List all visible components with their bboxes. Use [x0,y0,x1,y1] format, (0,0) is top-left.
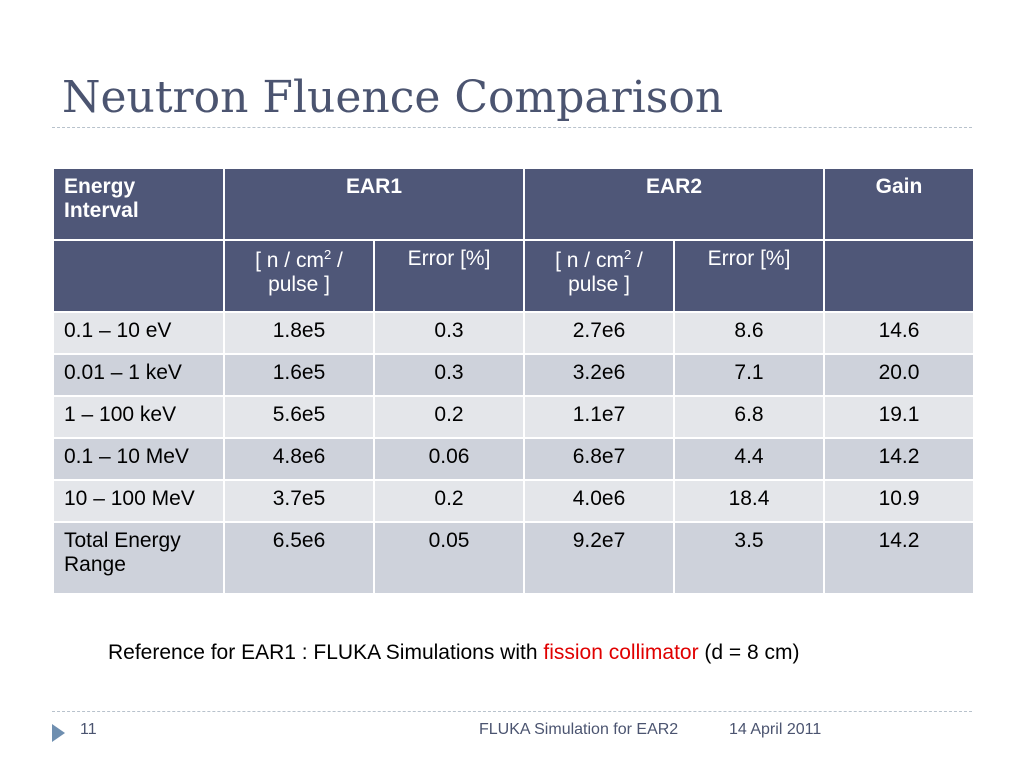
cell-gain: 19.1 [823,395,975,439]
table-subheader-row: [ n / cm2 / pulse ] Error [%] [ n / cm2 … [52,239,975,313]
table-row: 1 – 100 keV 5.6e5 0.2 1.1e7 6.8 19.1 [52,395,975,439]
cell-ear2-error: 7.1 [673,353,825,397]
header-energy-interval: Energy Interval [52,167,225,241]
cell-ear1-error: 0.06 [373,437,525,481]
play-arrow-icon [52,724,65,742]
header-ear2: EAR2 [523,167,825,241]
cell-ear2: 3.2e6 [523,353,675,397]
reference-suffix: (d = 8 cm) [698,641,800,664]
table-row: 0.1 – 10 eV 1.8e5 0.3 2.7e6 8.6 14.6 [52,311,975,355]
cell-ear2: 1.1e7 [523,395,675,439]
footer-divider [52,711,972,712]
reference-note: Reference for EAR1 : FLUKA Simulations w… [108,641,800,665]
cell-ear2: 6.8e7 [523,437,675,481]
cell-interval: 1 – 100 keV [52,395,225,439]
subheader-ear2-error: Error [%] [673,239,825,313]
cell-ear1-error: 0.3 [373,311,525,355]
cell-interval: 0.1 – 10 MeV [52,437,225,481]
subheader-ear1-fluence: [ n / cm2 / pulse ] [223,239,375,313]
cell-gain: 10.9 [823,479,975,523]
cell-ear2-error: 6.8 [673,395,825,439]
cell-interval: 0.1 – 10 eV [52,311,225,355]
cell-interval: Total Energy Range [52,521,225,595]
cell-ear2: 4.0e6 [523,479,675,523]
cell-ear1-error: 0.2 [373,395,525,439]
cell-gain: 14.2 [823,437,975,481]
cell-ear1: 1.8e5 [223,311,375,355]
header-ear1: EAR1 [223,167,525,241]
cell-interval: 10 – 100 MeV [52,479,225,523]
table-row: 10 – 100 MeV 3.7e5 0.2 4.0e6 18.4 10.9 [52,479,975,523]
cell-gain: 14.2 [823,521,975,595]
cell-ear2-error: 18.4 [673,479,825,523]
cell-gain: 20.0 [823,353,975,397]
reference-highlight: fission collimator [543,641,699,664]
cell-ear2-error: 3.5 [673,521,825,595]
cell-ear1-error: 0.05 [373,521,525,595]
cell-ear1: 4.8e6 [223,437,375,481]
cell-ear1-error: 0.2 [373,479,525,523]
cell-ear1: 5.6e5 [223,395,375,439]
fluence-table: Energy Interval EAR1 EAR2 Gain [ n / cm2… [52,167,975,595]
cell-ear1: 6.5e6 [223,521,375,595]
cell-ear2: 9.2e7 [523,521,675,595]
subheader-empty [823,239,975,313]
footer-date: 14 April 2011 [729,721,822,738]
table-row: Total Energy Range 6.5e6 0.05 9.2e7 3.5 … [52,521,975,595]
title-divider [52,127,972,128]
table-header-row: Energy Interval EAR1 EAR2 Gain [52,167,975,241]
cell-interval: 0.01 – 1 keV [52,353,225,397]
page-number: 11 [80,721,97,738]
table-row: 0.01 – 1 keV 1.6e5 0.3 3.2e6 7.1 20.0 [52,353,975,397]
cell-ear1-error: 0.3 [373,353,525,397]
cell-ear1: 1.6e5 [223,353,375,397]
header-gain: Gain [823,167,975,241]
footer-presentation-title: FLUKA Simulation for EAR2 [479,721,679,738]
cell-ear2-error: 8.6 [673,311,825,355]
subheader-ear1-error: Error [%] [373,239,525,313]
cell-ear2: 2.7e6 [523,311,675,355]
table-row: 0.1 – 10 MeV 4.8e6 0.06 6.8e7 4.4 14.2 [52,437,975,481]
cell-ear2-error: 4.4 [673,437,825,481]
subheader-ear2-fluence: [ n / cm2 / pulse ] [523,239,675,313]
cell-ear1: 3.7e5 [223,479,375,523]
slide-title: Neutron Fluence Comparison [62,72,724,123]
reference-prefix: Reference for EAR1 : FLUKA Simulations w… [108,641,544,664]
subheader-empty [52,239,225,313]
cell-gain: 14.6 [823,311,975,355]
